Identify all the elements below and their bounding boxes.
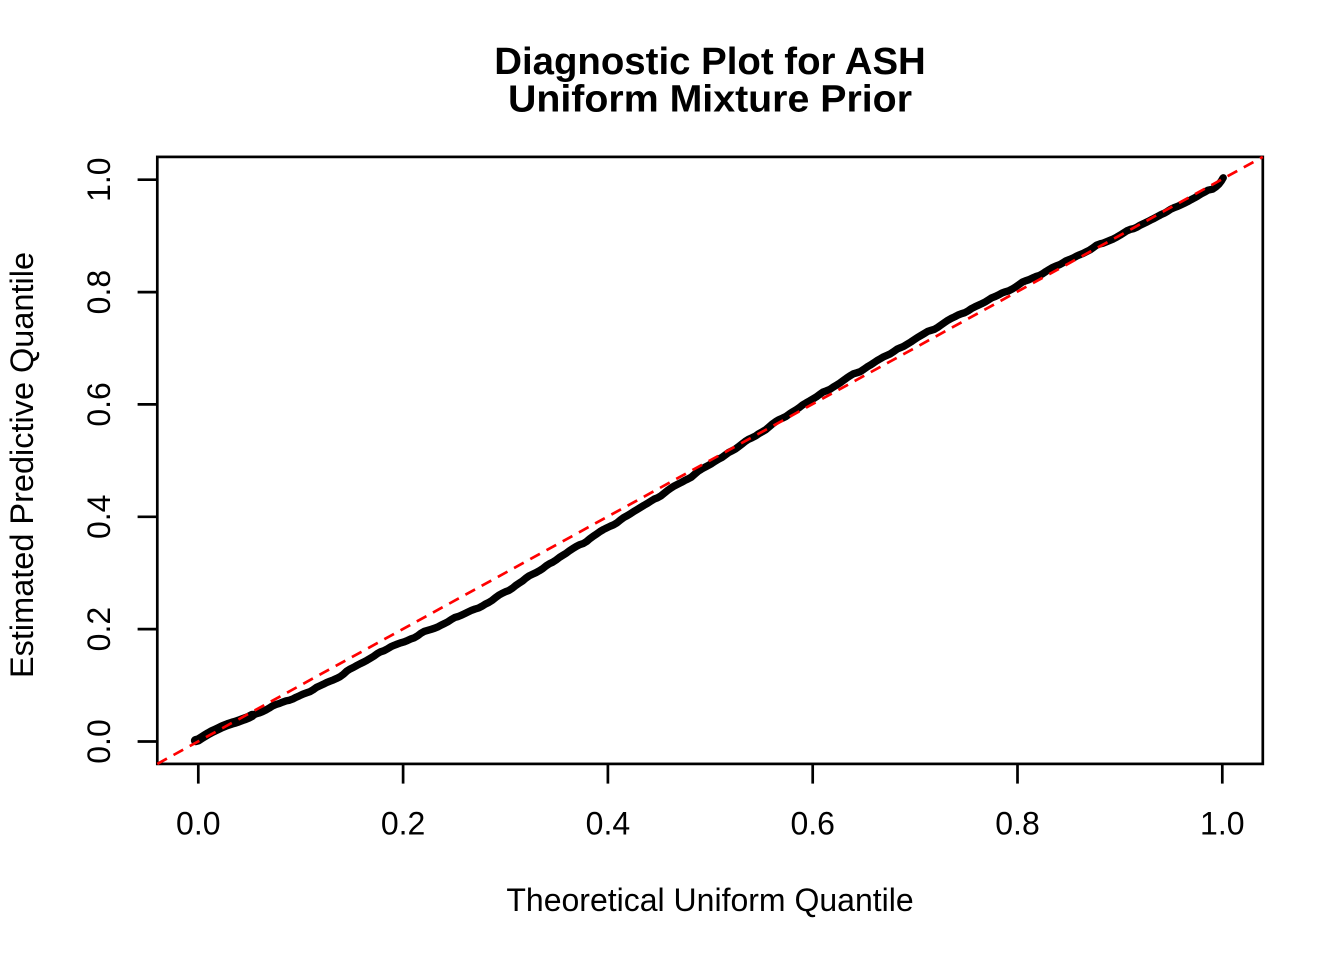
svg-text:0.8: 0.8 (81, 270, 117, 314)
svg-text:0.6: 0.6 (81, 382, 117, 426)
svg-text:0.6: 0.6 (790, 805, 834, 841)
svg-text:0.0: 0.0 (176, 805, 220, 841)
svg-text:0.4: 0.4 (81, 495, 117, 539)
svg-text:0.2: 0.2 (381, 805, 425, 841)
svg-text:Theoretical Uniform Quantile: Theoretical Uniform Quantile (506, 882, 913, 918)
svg-text:0.0: 0.0 (81, 719, 117, 763)
svg-text:0.8: 0.8 (995, 805, 1039, 841)
svg-text:1.0: 1.0 (81, 157, 117, 201)
svg-text:0.4: 0.4 (586, 805, 630, 841)
svg-text:0.2: 0.2 (81, 607, 117, 651)
svg-text:Estimated Predictive Quantile: Estimated Predictive Quantile (4, 252, 40, 678)
svg-text:Diagnostic Plot for ASH: Diagnostic Plot for ASH (494, 40, 926, 83)
svg-text:1.0: 1.0 (1200, 805, 1244, 841)
svg-text:Uniform Mixture Prior: Uniform Mixture Prior (508, 77, 912, 120)
